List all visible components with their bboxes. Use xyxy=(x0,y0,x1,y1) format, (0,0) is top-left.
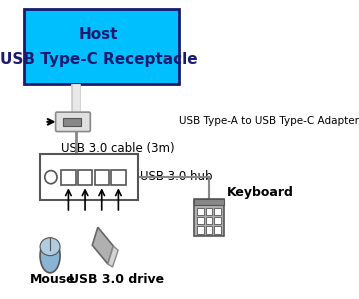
Text: USB 3.0 cable (3m): USB 3.0 cable (3m) xyxy=(61,141,175,155)
Ellipse shape xyxy=(40,239,60,273)
Text: USB Type-A to USB Type-C Adapter: USB Type-A to USB Type-C Adapter xyxy=(179,116,359,126)
Bar xyxy=(206,226,212,234)
Bar xyxy=(206,217,212,224)
Text: Mouse: Mouse xyxy=(30,273,76,286)
Ellipse shape xyxy=(40,238,60,256)
Text: USB 3.0 drive: USB 3.0 drive xyxy=(69,273,164,286)
Bar xyxy=(195,199,224,205)
Bar xyxy=(214,226,221,234)
Polygon shape xyxy=(108,246,118,267)
Bar xyxy=(197,217,204,224)
Bar xyxy=(61,170,76,185)
Bar xyxy=(195,199,224,236)
Bar xyxy=(78,170,92,185)
FancyBboxPatch shape xyxy=(24,9,179,84)
Text: Keyboard: Keyboard xyxy=(227,186,293,199)
Bar xyxy=(62,118,81,126)
Bar xyxy=(214,217,221,224)
Bar xyxy=(40,154,137,200)
Bar xyxy=(206,208,212,215)
Text: USB Type-C Receptacle: USB Type-C Receptacle xyxy=(0,52,197,67)
Bar xyxy=(197,208,204,215)
FancyBboxPatch shape xyxy=(56,112,90,132)
Polygon shape xyxy=(92,227,113,264)
Bar xyxy=(94,170,109,185)
Bar xyxy=(111,170,126,185)
Bar xyxy=(197,226,204,234)
Circle shape xyxy=(45,170,57,184)
Text: Host: Host xyxy=(79,27,118,42)
Text: USB 3.0 hub: USB 3.0 hub xyxy=(140,170,213,183)
Bar xyxy=(214,208,221,215)
